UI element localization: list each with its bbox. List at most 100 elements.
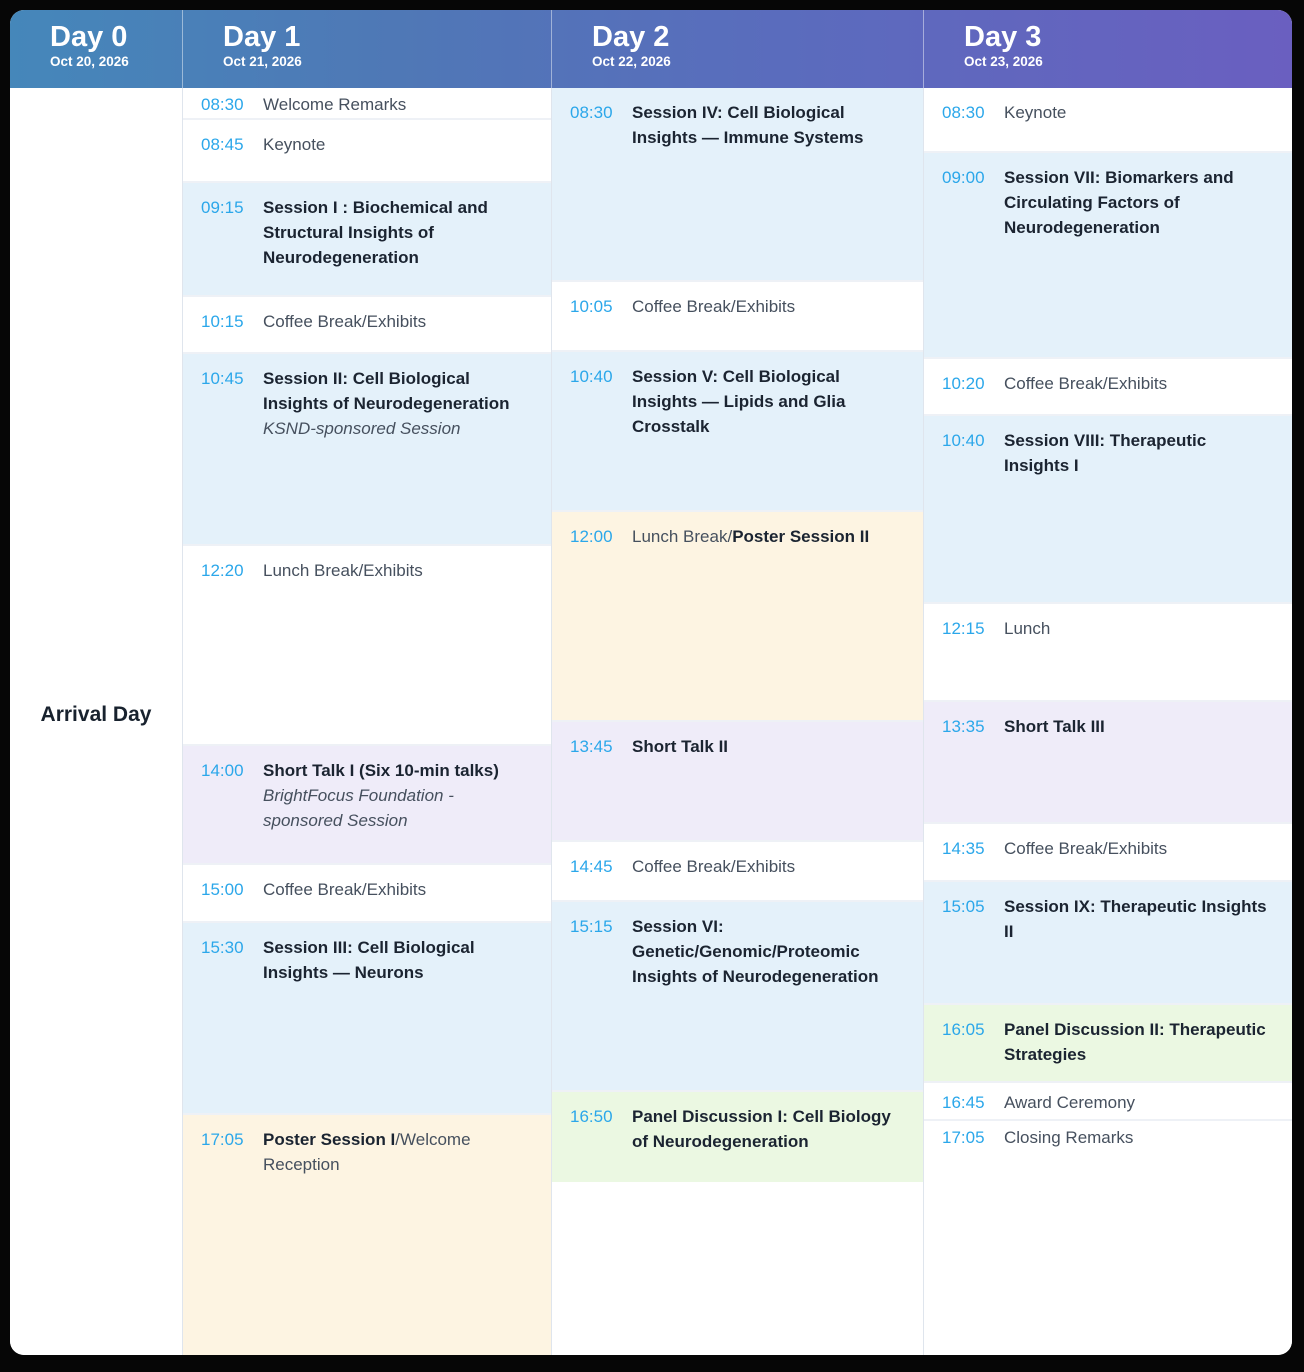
- day0-date: Oct 20, 2026: [50, 54, 129, 70]
- event-day1-keynote: 08:45 Keynote: [183, 118, 551, 181]
- event-title: Session VIII: Therapeutic Insights I: [1004, 431, 1207, 475]
- arrival-day-label: Arrival Day: [40, 703, 152, 726]
- event-title: Session V: Cell Biological Insights — Li…: [632, 367, 846, 436]
- event-time: 12:20: [201, 561, 244, 580]
- event-day2-session-4: 08:30 Session IV: Cell Biological Insigh…: [552, 88, 923, 280]
- event-title: Short Talk I (Six 10-min talks) BrightFoc…: [263, 759, 535, 857]
- event-title: Lunch Break/Poster Session II: [632, 527, 870, 546]
- event-day3-session-9: 15:05 Session IX: Therapeutic Insights I…: [924, 880, 1292, 1003]
- event-time: 17:05: [201, 1130, 244, 1149]
- schedule-header: Day 0 Oct 20, 2026 Day 1 Oct 21, 2026 Da…: [10, 10, 1292, 88]
- event-day2-coffee-1: 10:05 Coffee Break/Exhibits: [552, 280, 923, 350]
- event-title: Session I : Biochemical and Structural I…: [263, 198, 488, 267]
- event-time: 09:15: [201, 198, 244, 217]
- event-day3-lunch: 12:15 Lunch: [924, 602, 1292, 700]
- event-day1-coffee-1: 10:15 Coffee Break/Exhibits: [183, 295, 551, 352]
- event-time: 14:35: [942, 839, 985, 858]
- event-day1-poster-session-1: 17:05 Poster Session I/Welcome Reception: [183, 1113, 551, 1355]
- event-time: 17:05: [942, 1128, 985, 1147]
- event-day2-session-5: 10:40 Session V: Cell Biological Insight…: [552, 350, 923, 510]
- event-time: 13:45: [570, 737, 613, 756]
- day2-title: Day 2: [592, 21, 670, 53]
- event-day2-lunch-poster-session-2: 12:00 Lunch Break/Poster Session II: [552, 510, 923, 720]
- event-title: Short Talk III: [1004, 717, 1105, 736]
- event-title: Panel Discussion II: Therapeutic Strateg…: [1004, 1020, 1266, 1064]
- event-day2-coffee-2: 14:45 Coffee Break/Exhibits: [552, 840, 923, 900]
- event-day2-session-6: 15:15 Session VI: Genetic/Genomic/Proteo…: [552, 900, 923, 1090]
- event-day1-welcome-remarks: 08:30 Welcome Remarks: [183, 88, 551, 118]
- header-day1: Day 1 Oct 21, 2026: [182, 10, 551, 88]
- event-time: 10:15: [201, 312, 244, 331]
- event-day3-session-8: 10:40 Session VIII: Therapeutic Insights…: [924, 414, 1292, 602]
- day1-title: Day 1: [223, 21, 301, 53]
- event-day3-closing-remarks: 17:05 Closing Remarks: [924, 1119, 1292, 1149]
- event-time: 08:45: [201, 135, 244, 154]
- event-title: Coffee Break/Exhibits: [263, 312, 427, 331]
- event-title: Coffee Break/Exhibits: [632, 297, 796, 316]
- event-title: Welcome Remarks: [263, 95, 407, 114]
- event-time: 15:05: [942, 897, 985, 916]
- event-note: KSND-sponsored Session: [263, 418, 461, 438]
- day3-date: Oct 23, 2026: [964, 54, 1043, 70]
- event-time: 13:35: [942, 717, 985, 736]
- event-time: 09:00: [942, 168, 985, 187]
- header-day0: Day 0 Oct 20, 2026: [10, 10, 182, 88]
- event-time: 08:30: [201, 95, 244, 114]
- event-day3-session-7: 09:00 Session VII: Biomarkers and Circul…: [924, 151, 1292, 357]
- event-time: 16:45: [942, 1093, 985, 1112]
- event-title: Poster Session I/Welcome Reception: [263, 1130, 471, 1174]
- event-title: Keynote: [263, 135, 326, 154]
- column-day3: 08:30 Keynote 09:00 Session VII: Biomark…: [923, 88, 1292, 1355]
- event-time: 14:00: [201, 761, 244, 780]
- event-time: 12:15: [942, 619, 985, 638]
- column-day0: Arrival Day: [10, 88, 182, 1355]
- event-title: Session III: Cell Biological Insights — …: [263, 938, 475, 982]
- event-title: Closing Remarks: [1004, 1128, 1134, 1147]
- event-time: 14:45: [570, 857, 613, 876]
- event-title: Short Talk II: [632, 737, 729, 756]
- event-title: Lunch Break/Exhibits: [263, 561, 423, 580]
- event-time: 10:40: [942, 431, 985, 450]
- event-title: Coffee Break/Exhibits: [1004, 839, 1168, 858]
- event-time: 12:00: [570, 527, 613, 546]
- event-time: 10:40: [570, 367, 613, 386]
- event-title: Session IV: Cell Biological Insights — I…: [632, 103, 864, 147]
- event-note: BrightFocus Foundation - sponsored Sessi…: [263, 785, 454, 830]
- event-day2-short-talk-2: 13:45 Short Talk II: [552, 720, 923, 840]
- event-time: 15:30: [201, 938, 244, 957]
- event-title: Session II: Cell Biological Insights of …: [263, 367, 535, 538]
- event-title: Keynote: [1004, 103, 1067, 122]
- column-day1: 08:30 Welcome Remarks 08:45 Keynote 09:1…: [182, 88, 551, 1355]
- event-day1-session-2: 10:45 Session II: Cell Biological Insigh…: [183, 352, 551, 544]
- event-title: Session VI: Genetic/Genomic/Proteomic In…: [632, 917, 879, 986]
- event-time: 15:00: [201, 880, 244, 899]
- event-title: Award Ceremony: [1004, 1093, 1136, 1112]
- event-day1-lunch: 12:20 Lunch Break/Exhibits: [183, 544, 551, 744]
- event-time: 16:50: [570, 1107, 613, 1126]
- event-day1-session-1: 09:15 Session I : Biochemical and Struct…: [183, 181, 551, 295]
- event-day3-coffee-1: 10:20 Coffee Break/Exhibits: [924, 357, 1292, 414]
- event-time: 10:45: [201, 369, 244, 388]
- event-day3-coffee-2: 14:35 Coffee Break/Exhibits: [924, 822, 1292, 880]
- event-time: 10:20: [942, 374, 985, 393]
- column-day2: 08:30 Session IV: Cell Biological Insigh…: [551, 88, 923, 1355]
- day1-date: Oct 21, 2026: [223, 54, 302, 70]
- event-day1-short-talk-1: 14:00 Short Talk I (Six 10-min talks) Bri…: [183, 744, 551, 863]
- event-time: 08:30: [570, 103, 613, 122]
- event-day1-coffee-2: 15:00 Coffee Break/Exhibits: [183, 863, 551, 921]
- day3-title: Day 3: [964, 21, 1042, 53]
- event-day3-short-talk-3: 13:35 Short Talk III: [924, 700, 1292, 822]
- event-time: 15:15: [570, 917, 613, 936]
- event-title: Coffee Break/Exhibits: [1004, 374, 1168, 393]
- event-time: 10:05: [570, 297, 613, 316]
- event-day3-keynote: 08:30 Keynote: [924, 88, 1292, 151]
- conference-schedule-card: Day 0 Oct 20, 2026 Day 1 Oct 21, 2026 Da…: [10, 10, 1292, 1355]
- header-day2: Day 2 Oct 22, 2026: [551, 10, 923, 88]
- header-day3: Day 3 Oct 23, 2026: [923, 10, 1292, 88]
- day2-date: Oct 22, 2026: [592, 54, 671, 70]
- event-title: Lunch: [1004, 619, 1051, 638]
- event-day1-session-3: 15:30 Session III: Cell Biological Insig…: [183, 921, 551, 1113]
- event-day3-award-ceremony: 16:45 Award Ceremony: [924, 1081, 1292, 1119]
- event-title: Session IX: Therapeutic Insights II: [1004, 897, 1267, 941]
- event-title: Coffee Break/Exhibits: [263, 880, 427, 899]
